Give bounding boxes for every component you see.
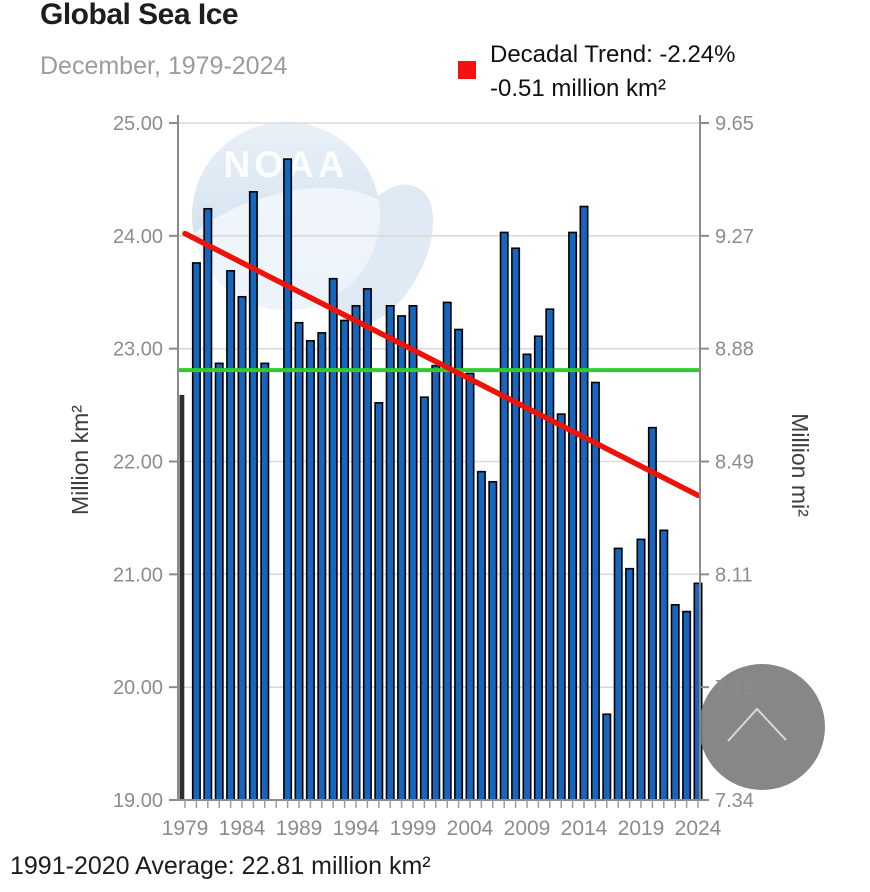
x-tick-label: 1994 — [333, 817, 380, 840]
x-tick-label: 2019 — [618, 817, 665, 840]
x-tick-label: 1989 — [276, 817, 323, 840]
y-tick-left: 22.00 — [113, 452, 163, 474]
bar-2006[interactable] — [488, 481, 498, 801]
bar-2016[interactable] — [602, 713, 612, 801]
bar-1996[interactable] — [374, 402, 384, 801]
bar-2014[interactable] — [579, 205, 589, 801]
x-axis: 1979 1984 1989 1994 1999 2004 2009 2014 2019 2024 — [162, 800, 722, 840]
bar-2008[interactable] — [511, 247, 521, 801]
bar-1984[interactable] — [237, 295, 247, 801]
bar-1980[interactable] — [191, 262, 201, 801]
bar-2017[interactable] — [613, 547, 623, 801]
scroll-to-top-button[interactable] — [699, 664, 825, 790]
bar-2003[interactable] — [454, 328, 464, 801]
x-tick-label: 2009 — [504, 817, 551, 840]
y-tick-right: 9.27 — [715, 226, 754, 248]
x-tick-label: 2014 — [561, 817, 608, 840]
y-tick-left: 23.00 — [113, 339, 163, 361]
bar-2009[interactable] — [522, 353, 532, 801]
y-tick-right: 7.72 — [715, 677, 754, 699]
y-axis-left: 25.00 24.00 23.00 22.00 21.00 20.00 19.00 — [113, 113, 178, 812]
y-axis-title-right: Million mi² — [787, 413, 813, 517]
y-tick-right: 8.49 — [715, 452, 754, 474]
bar-1995[interactable] — [362, 288, 372, 801]
bar-2002[interactable] — [442, 301, 452, 801]
bar-2004[interactable] — [465, 372, 475, 801]
average-caption: 1991-2020 Average: 22.81 million km² — [10, 852, 431, 880]
bar-1979[interactable] — [179, 394, 185, 800]
x-tick-label: 1999 — [390, 817, 437, 840]
y-tick-left: 20.00 — [113, 677, 163, 699]
y-tick-left: 24.00 — [113, 226, 163, 248]
y-tick-left: 25.00 — [113, 113, 163, 135]
bar-1992[interactable] — [328, 277, 338, 801]
bar-1999[interactable] — [408, 304, 418, 801]
bar-2001[interactable] — [431, 364, 441, 801]
y-axis-right: 9.65 9.27 8.88 8.49 8.11 7.72 7.34 — [700, 113, 754, 812]
x-tick-label: 1984 — [219, 817, 266, 840]
bar-2000[interactable] — [419, 396, 429, 801]
bar-1997[interactable] — [385, 304, 395, 801]
bar-1986[interactable] — [260, 362, 270, 801]
trend-line — [182, 230, 701, 499]
y-tick-left: 21.00 — [113, 564, 163, 586]
y-tick-right: 8.11 — [715, 564, 752, 586]
trend-legend-line1: Decadal Trend: -2.24% — [490, 41, 736, 68]
bar-1991[interactable] — [317, 332, 327, 801]
y-tick-right: 7.34 — [715, 790, 754, 812]
bar-2011[interactable] — [545, 308, 555, 801]
bar-2019[interactable] — [636, 538, 646, 801]
bar-1985[interactable] — [248, 191, 258, 801]
bar-1981[interactable] — [203, 207, 213, 801]
bar-2020[interactable] — [647, 426, 657, 801]
bar-1988[interactable] — [283, 158, 293, 801]
bar-1994[interactable] — [351, 304, 361, 801]
x-tick-label: 1979 — [162, 817, 209, 840]
bar-2010[interactable] — [533, 335, 543, 801]
bar-1998[interactable] — [397, 315, 407, 801]
bar-1990[interactable] — [305, 339, 315, 801]
trend-legend-text: Decadal Trend: -2.24% -0.51 million km² — [490, 38, 735, 106]
bar-1982[interactable] — [214, 362, 224, 801]
chevron-up-icon — [727, 707, 787, 742]
y-tick-right: 8.88 — [715, 339, 754, 361]
bar-2005[interactable] — [476, 470, 486, 801]
x-tick-label: 2004 — [447, 817, 494, 840]
bar-2007[interactable] — [499, 231, 509, 801]
bar-2013[interactable] — [568, 231, 578, 801]
page-title: Global Sea Ice — [40, 0, 239, 31]
chart-subtitle: December, 1979-2024 — [40, 52, 288, 80]
trend-legend-line2: -0.51 million km² — [490, 75, 667, 102]
bar-1993[interactable] — [340, 319, 350, 801]
bar-2023[interactable] — [682, 610, 692, 801]
y-tick-left: 19.00 — [113, 790, 163, 812]
bar-2012[interactable] — [556, 413, 566, 801]
legend: Decadal Trend: -2.24% -0.51 million km² — [458, 38, 735, 106]
y-axis-title-left: Million km² — [67, 405, 93, 515]
bar-1989[interactable] — [294, 321, 304, 801]
bar-1983[interactable] — [226, 270, 236, 801]
bar-2021[interactable] — [659, 529, 669, 801]
trend-legend-swatch — [458, 61, 476, 79]
x-tick-label: 2024 — [675, 817, 722, 840]
bar-2022[interactable] — [670, 603, 680, 801]
bar-2018[interactable] — [625, 567, 635, 801]
bar-series — [179, 158, 703, 801]
y-tick-right: 9.65 — [715, 113, 754, 135]
